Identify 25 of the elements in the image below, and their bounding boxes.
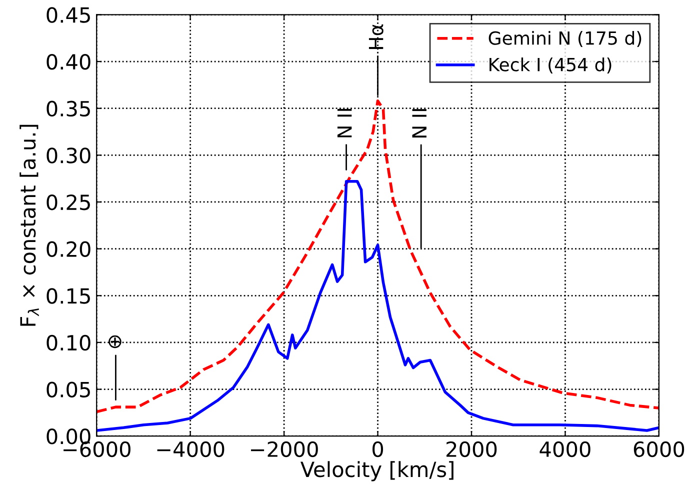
line-series	[96, 99, 659, 414]
x-axis-title: Velocity [km/s]	[300, 461, 454, 482]
x-tick-label: −4000	[157, 441, 224, 458]
x-tick-label: −2000	[251, 441, 318, 458]
y-tick-label: 0.40	[46, 54, 90, 70]
y-tick-label: 0.10	[46, 334, 90, 351]
x-tick-label: 0	[372, 441, 384, 458]
annotation: ⊕	[108, 335, 122, 348]
y-tick-label: 0.15	[46, 288, 90, 304]
y-tick-label: 0.45	[46, 7, 90, 23]
y-tick-label: 0.35	[46, 100, 90, 117]
y-tick-label: 0.05	[46, 382, 90, 398]
x-tick-label: 2000	[446, 441, 497, 458]
annotation: N II	[337, 108, 352, 138]
legend-label: Keck I (454 d)	[490, 57, 612, 74]
y-axis-title: F$_{λ}$ × constant [a.u.]	[20, 124, 39, 326]
x-tick-label: 6000	[634, 441, 684, 458]
line-series	[96, 180, 659, 432]
y-tick-label: 0.20	[46, 241, 90, 258]
legend-label: Gemini N (175 d)	[488, 30, 642, 48]
annotation: Hα	[368, 24, 384, 49]
y-tick-label: 0.30	[46, 148, 90, 164]
y-tick-label: 0.25	[46, 194, 90, 210]
x-tick-label: 4000	[540, 441, 590, 458]
annotation: N II	[412, 109, 426, 138]
